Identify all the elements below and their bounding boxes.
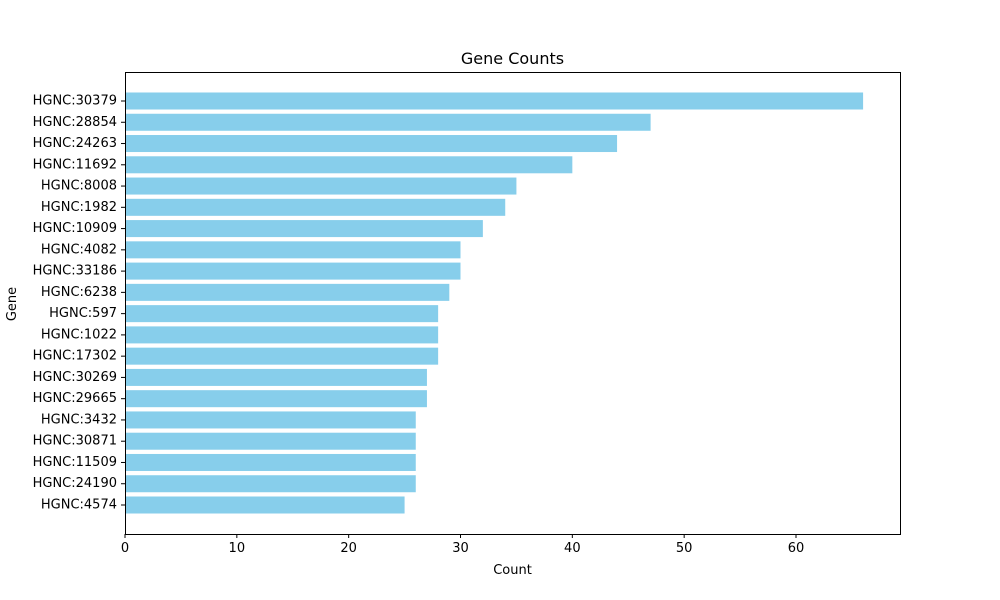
bar — [125, 368, 427, 386]
x-tick-label: 40 — [564, 541, 581, 556]
y-tick-label: HGNC:1982 — [41, 200, 117, 215]
y-tick-label: HGNC:11692 — [33, 157, 117, 172]
bars-group — [125, 92, 864, 514]
y-tick-label: HGNC:24263 — [33, 136, 117, 151]
y-axis-label: Gene — [5, 287, 20, 321]
bar — [125, 92, 864, 110]
x-tick-label: 30 — [452, 541, 469, 556]
y-tick-label: HGNC:4574 — [41, 498, 117, 513]
x-tick-label: 50 — [676, 541, 693, 556]
bar — [125, 220, 483, 238]
y-tick-label: HGNC:10909 — [33, 221, 117, 236]
y-tick-label: HGNC:29665 — [33, 391, 117, 406]
y-tick-label: HGNC:8008 — [41, 179, 117, 194]
bar — [125, 432, 416, 450]
bar — [125, 305, 439, 323]
bar — [125, 156, 573, 174]
bar — [125, 411, 416, 429]
bar — [125, 198, 506, 216]
y-tick-label: HGNC:33186 — [33, 264, 117, 279]
y-axis-ticks: HGNC:30379 HGNC:28854 HGNC:24263 HGNC:11692… — [33, 94, 125, 513]
bar — [125, 262, 461, 280]
bar — [125, 241, 461, 259]
x-axis-label: Count — [493, 563, 532, 578]
x-tick-label: 10 — [229, 541, 246, 556]
y-tick-label: HGNC:4082 — [41, 242, 117, 257]
bar — [125, 283, 450, 301]
bar — [125, 177, 517, 195]
y-tick-label: HGNC:30379 — [33, 94, 117, 109]
bar — [125, 113, 651, 131]
x-axis-ticks: 0 10 20 30 40 50 60 — [121, 534, 804, 556]
y-tick-label: HGNC:28854 — [33, 115, 117, 130]
x-tick-label: 20 — [340, 541, 357, 556]
bar — [125, 475, 416, 493]
bar — [125, 390, 427, 408]
y-tick-label: HGNC:3432 — [41, 412, 117, 427]
plot-frame — [125, 72, 901, 535]
chart-title: Gene Counts — [461, 49, 564, 68]
y-tick-label: HGNC:597 — [49, 306, 117, 321]
x-tick-label: 0 — [121, 541, 129, 556]
bar — [125, 347, 439, 365]
y-tick-label: HGNC:30871 — [33, 434, 117, 449]
bar — [125, 135, 618, 153]
x-tick-label: 60 — [788, 541, 805, 556]
y-tick-label: HGNC:24190 — [33, 476, 117, 491]
y-tick-label: HGNC:17302 — [33, 349, 117, 364]
y-tick-label: HGNC:1022 — [41, 327, 117, 342]
bar — [125, 326, 439, 344]
bar — [125, 496, 405, 514]
y-tick-label: HGNC:11509 — [33, 455, 117, 470]
bar — [125, 453, 416, 471]
y-tick-label: HGNC:30269 — [33, 370, 117, 385]
y-tick-label: HGNC:6238 — [41, 285, 117, 300]
